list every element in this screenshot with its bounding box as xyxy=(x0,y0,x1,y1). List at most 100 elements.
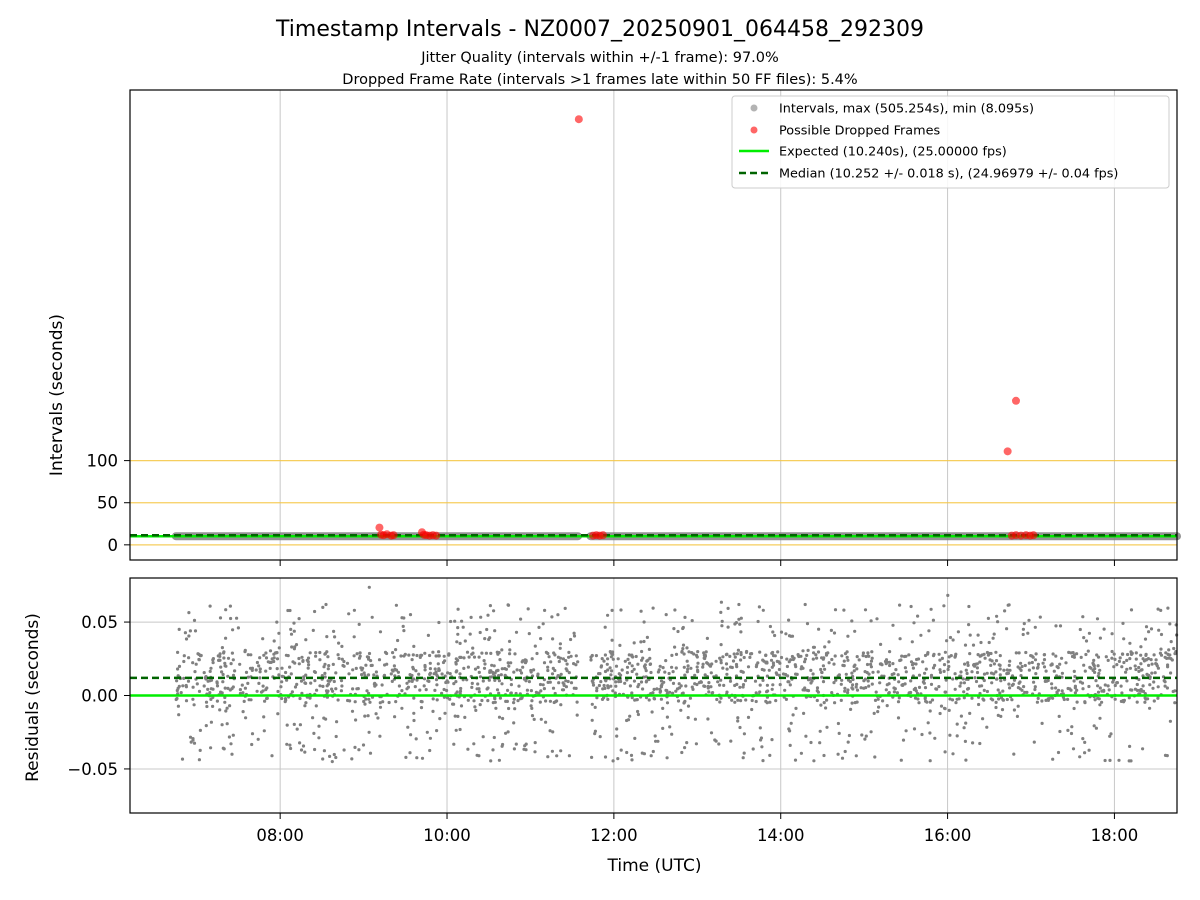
residual-point xyxy=(230,752,234,756)
residual-point xyxy=(231,628,235,632)
residual-point xyxy=(1050,682,1054,686)
residual-point xyxy=(412,711,416,715)
residual-point xyxy=(574,654,578,658)
residual-point xyxy=(574,686,578,691)
residual-point xyxy=(1002,668,1006,672)
residual-point xyxy=(225,706,229,710)
residual-point xyxy=(1108,758,1112,763)
residual-point xyxy=(298,741,302,745)
residual-point xyxy=(544,650,549,655)
residual-point xyxy=(1023,690,1027,695)
residual-point xyxy=(394,648,398,652)
residual-point xyxy=(549,660,553,664)
residual-point xyxy=(445,679,449,683)
residual-point xyxy=(1135,682,1139,687)
residual-point xyxy=(719,696,723,700)
residual-point xyxy=(846,634,850,638)
residual-point xyxy=(998,691,1002,695)
residual-point xyxy=(950,698,955,702)
residual-point xyxy=(492,735,496,740)
residual-point xyxy=(591,683,596,687)
residual-point xyxy=(179,691,183,695)
residual-point xyxy=(317,724,321,728)
residual-point xyxy=(680,649,684,654)
residual-point xyxy=(821,680,826,684)
residual-point xyxy=(516,699,520,703)
residual-point xyxy=(229,742,233,746)
residual-point xyxy=(647,698,651,702)
residual-point xyxy=(967,604,971,609)
residual-point xyxy=(1169,657,1173,661)
residual-point xyxy=(933,663,937,668)
residual-point xyxy=(229,616,233,621)
residual-point xyxy=(653,734,657,738)
residual-point xyxy=(719,600,724,604)
residual-point xyxy=(946,660,950,664)
residual-point xyxy=(761,678,765,683)
residual-point xyxy=(567,671,571,675)
residual-point xyxy=(357,748,361,752)
residual-point xyxy=(428,671,432,675)
residual-point xyxy=(851,683,855,687)
residual-point xyxy=(197,689,202,694)
residual-point xyxy=(822,753,826,758)
residual-point xyxy=(497,674,501,678)
residual-point xyxy=(1103,758,1107,763)
residual-point xyxy=(1033,685,1037,689)
residual-point xyxy=(280,680,284,684)
residual-point xyxy=(508,652,512,656)
residual-point xyxy=(465,650,470,654)
residual-point xyxy=(362,699,366,704)
residual-point xyxy=(261,637,265,641)
residual-point xyxy=(970,670,974,674)
residual-point xyxy=(270,754,274,758)
residual-point xyxy=(911,666,916,670)
dropped-frame-point xyxy=(1011,396,1020,405)
residual-point xyxy=(337,641,341,645)
residual-point xyxy=(996,620,1000,624)
residual-point xyxy=(606,686,610,690)
residual-point xyxy=(403,652,407,657)
residual-point xyxy=(673,645,677,649)
residual-point xyxy=(602,659,606,663)
residual-point xyxy=(1005,627,1009,631)
residual-point xyxy=(647,647,652,652)
residual-point xyxy=(1023,663,1027,668)
residual-point xyxy=(364,697,368,701)
residual-point xyxy=(846,658,850,662)
residual-point xyxy=(683,673,687,677)
residual-point xyxy=(368,700,372,704)
residual-point xyxy=(273,651,278,655)
residual-point xyxy=(632,667,636,671)
residual-point xyxy=(1110,649,1114,654)
residual-point xyxy=(264,669,268,673)
residual-point xyxy=(175,696,179,701)
residual-point xyxy=(1007,682,1011,686)
residual-point xyxy=(677,682,681,686)
residual-point xyxy=(209,666,213,670)
residual-point xyxy=(674,689,678,693)
residual-point xyxy=(1012,708,1017,712)
residual-point xyxy=(901,738,906,742)
residual-point xyxy=(962,681,967,685)
residual-point xyxy=(759,738,763,742)
residual-point xyxy=(753,679,758,683)
residual-point xyxy=(303,750,307,754)
residual-point xyxy=(803,688,807,692)
residual-point xyxy=(976,653,980,657)
residual-point xyxy=(1054,624,1058,628)
residual-point xyxy=(840,654,844,658)
residual-point xyxy=(405,681,409,685)
residual-point xyxy=(358,651,362,655)
residual-point xyxy=(526,607,530,611)
residual-point xyxy=(1166,606,1170,610)
residual-point xyxy=(711,691,715,695)
residual-point xyxy=(713,738,717,742)
residual-point xyxy=(525,688,530,692)
residual-point xyxy=(477,687,481,691)
residual-point xyxy=(533,741,537,745)
residual-point xyxy=(1051,757,1055,761)
residual-point xyxy=(407,653,411,657)
residual-point xyxy=(452,682,456,686)
residual-point xyxy=(411,667,415,671)
